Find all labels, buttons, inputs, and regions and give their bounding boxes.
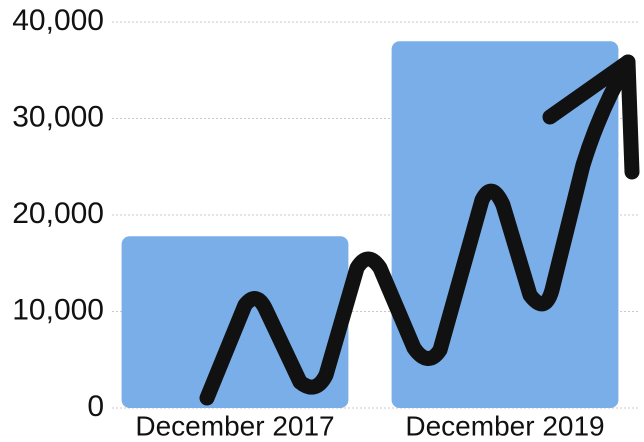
arrowhead-decoration xyxy=(542,54,640,180)
x-tick-label: December 2017 xyxy=(135,410,334,441)
x-tick-label: December 2019 xyxy=(405,410,604,441)
y-tick-label: 20,000 xyxy=(12,197,104,230)
y-tick-label: 40,000 xyxy=(12,4,104,37)
y-tick-label: 30,000 xyxy=(12,100,104,133)
bars xyxy=(121,41,619,409)
y-tick-label: 10,000 xyxy=(12,293,104,326)
y-tick-label: 0 xyxy=(87,390,104,423)
arrow-decoration xyxy=(199,54,636,406)
